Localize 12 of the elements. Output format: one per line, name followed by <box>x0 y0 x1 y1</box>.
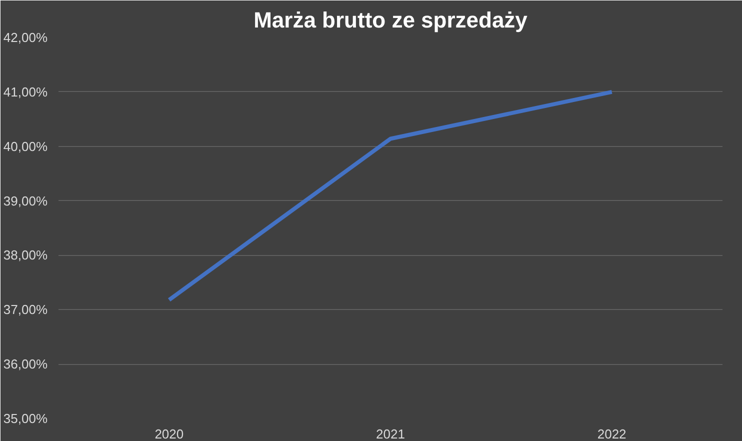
y-tick-label: 36,00% <box>3 356 48 372</box>
x-tick-label: 2021 <box>376 426 405 441</box>
y-tick-label: 40,00% <box>3 138 48 154</box>
chart-title: Marża brutto ze sprzedaży <box>254 8 528 32</box>
x-tick-label: 2020 <box>154 426 184 441</box>
y-tick-label: 41,00% <box>3 84 48 100</box>
y-tick-label: 35,00% <box>3 411 48 426</box>
y-tick-label: 42,00% <box>3 30 48 45</box>
y-tick-label: 39,00% <box>3 193 48 208</box>
y-tick-label: 37,00% <box>3 302 48 318</box>
y-tick-label: 38,00% <box>3 248 48 263</box>
x-tick-label: 2022 <box>597 426 626 441</box>
